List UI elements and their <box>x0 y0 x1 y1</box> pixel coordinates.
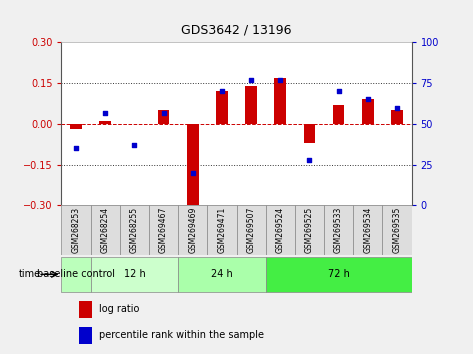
Point <box>364 97 372 102</box>
Point <box>218 88 226 94</box>
Text: 24 h: 24 h <box>211 269 233 279</box>
Bar <box>70 124 82 129</box>
Bar <box>295 205 324 255</box>
Text: GSM268255: GSM268255 <box>130 207 139 253</box>
Bar <box>79 301 92 318</box>
Bar <box>149 205 178 255</box>
Point <box>393 105 401 110</box>
Bar <box>61 257 91 292</box>
Bar <box>333 105 344 124</box>
Point <box>101 110 109 115</box>
Bar <box>178 205 207 255</box>
Text: time: time <box>19 269 41 279</box>
Bar <box>187 124 199 211</box>
Text: GSM269507: GSM269507 <box>246 207 255 253</box>
Text: 12 h: 12 h <box>123 269 145 279</box>
Bar <box>304 124 315 143</box>
Text: GSM269524: GSM269524 <box>276 207 285 253</box>
Bar <box>274 78 286 124</box>
Text: GSM269535: GSM269535 <box>393 207 402 253</box>
Bar <box>120 205 149 255</box>
Bar <box>391 110 403 124</box>
Bar <box>79 327 92 344</box>
Bar <box>91 257 178 292</box>
Text: GSM269467: GSM269467 <box>159 207 168 253</box>
Point <box>247 77 255 83</box>
Point <box>160 110 167 115</box>
Bar <box>216 91 228 124</box>
Point <box>276 77 284 83</box>
Text: GSM269469: GSM269469 <box>188 207 197 253</box>
Bar <box>236 205 266 255</box>
Bar <box>91 205 120 255</box>
Bar <box>158 110 169 124</box>
Text: GSM269534: GSM269534 <box>363 207 372 253</box>
Point <box>72 145 80 151</box>
Text: baseline control: baseline control <box>37 269 115 279</box>
Point <box>306 157 313 162</box>
Bar <box>362 99 374 124</box>
Text: log ratio: log ratio <box>98 304 139 314</box>
Bar <box>266 257 412 292</box>
Text: 72 h: 72 h <box>328 269 350 279</box>
Bar <box>61 205 91 255</box>
Point <box>335 88 342 94</box>
Bar <box>245 86 257 124</box>
Bar <box>353 205 382 255</box>
Bar <box>207 205 236 255</box>
Text: GSM269525: GSM269525 <box>305 207 314 253</box>
Text: GDS3642 / 13196: GDS3642 / 13196 <box>181 23 292 36</box>
Point <box>189 170 197 176</box>
Bar <box>178 257 266 292</box>
Text: percentile rank within the sample: percentile rank within the sample <box>98 330 263 340</box>
Point <box>131 142 138 148</box>
Text: GSM269471: GSM269471 <box>218 207 227 253</box>
Bar <box>99 121 111 124</box>
Bar <box>324 205 353 255</box>
Bar <box>266 205 295 255</box>
Bar <box>382 205 412 255</box>
Text: GSM268254: GSM268254 <box>101 207 110 253</box>
Text: GSM269533: GSM269533 <box>334 207 343 253</box>
Text: GSM268253: GSM268253 <box>71 207 80 253</box>
